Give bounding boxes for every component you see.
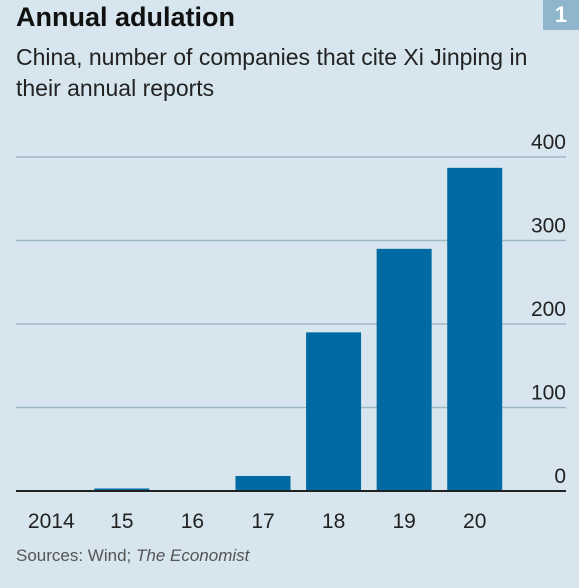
x-tick-label: 18 xyxy=(322,510,345,533)
x-tick-label: 20 xyxy=(463,510,486,533)
y-axis-ticks: 0 100 200 300 400 xyxy=(531,131,566,488)
chart-subtitle: China, number of companies that cite Xi … xyxy=(16,44,528,101)
bars xyxy=(23,167,503,492)
chart-title: Annual adulation xyxy=(16,2,235,32)
x-tick-label: 19 xyxy=(392,510,415,533)
bar xyxy=(447,167,503,492)
y-tick-label: 100 xyxy=(531,382,566,405)
bar xyxy=(376,248,432,491)
y-tick-label: 400 xyxy=(531,131,566,154)
chart-number-badge: 1 xyxy=(543,0,579,30)
source-prefix: Sources: Wind; xyxy=(16,546,136,565)
x-tick-label: 15 xyxy=(110,510,133,533)
x-tick-label: 17 xyxy=(251,510,274,533)
y-tick-label: 0 xyxy=(554,465,566,488)
x-tick-label: 16 xyxy=(181,510,204,533)
source-note: Sources: Wind; The Economist xyxy=(16,546,249,566)
bar xyxy=(235,475,291,491)
bar xyxy=(306,332,362,491)
x-axis-ticks: 2014 15 16 17 18 19 20 xyxy=(28,510,486,533)
y-tick-label: 200 xyxy=(531,298,566,321)
bar xyxy=(94,488,150,491)
source-publication: The Economist xyxy=(136,546,250,565)
x-tick-label: 2014 xyxy=(28,510,75,533)
y-tick-label: 300 xyxy=(531,215,566,238)
